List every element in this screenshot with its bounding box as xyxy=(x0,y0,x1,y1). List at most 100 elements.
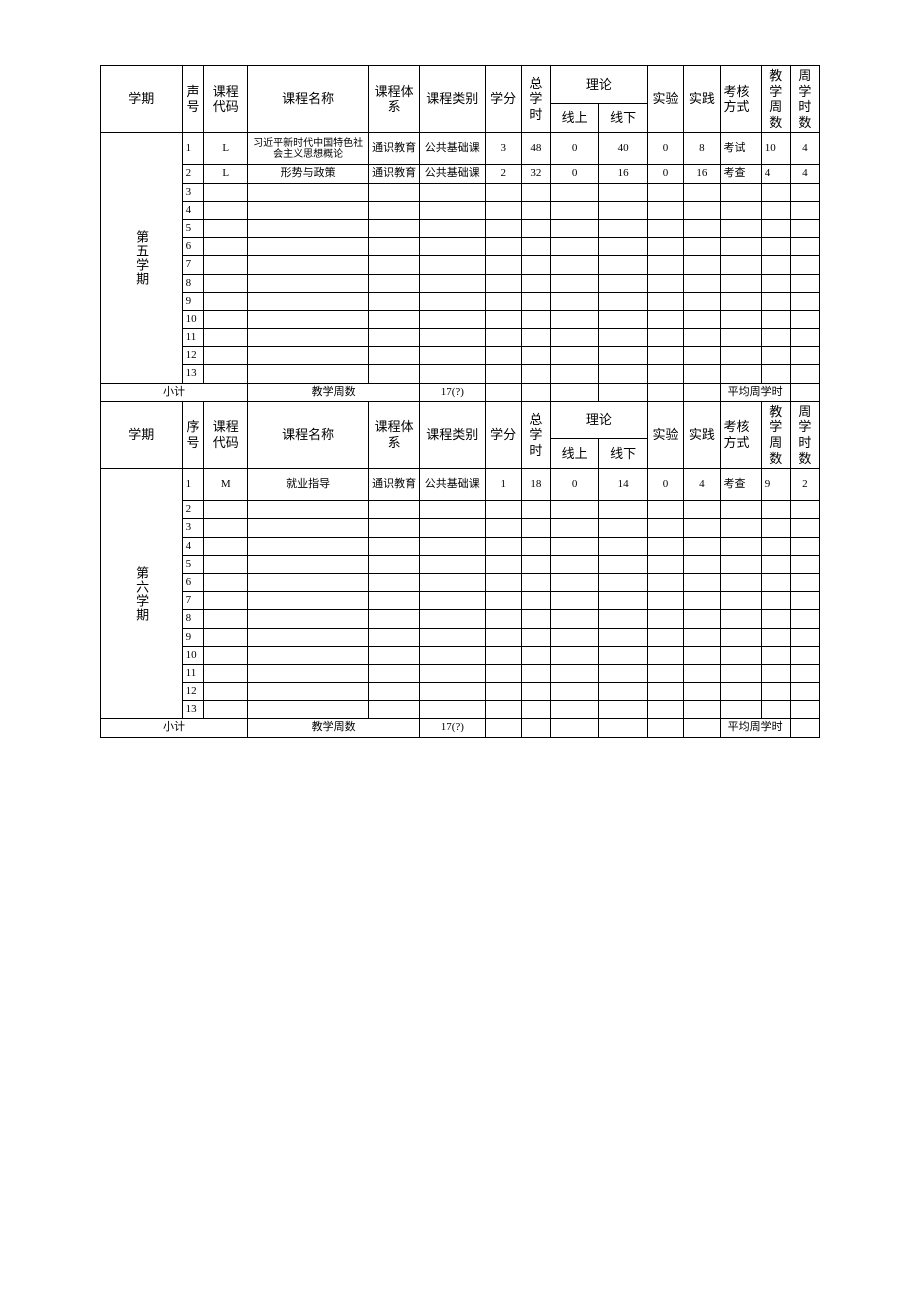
cell-practice: 16 xyxy=(684,165,720,183)
cell-code xyxy=(204,365,248,383)
table-row: 8 xyxy=(101,274,820,292)
teach-week-label: 教学周数 xyxy=(248,383,420,401)
cell-code xyxy=(204,292,248,310)
table-row: 第五学期1L习近平新时代中国特色社会主义思想概论通识教育公共基础课3480400… xyxy=(101,133,820,165)
header-theory: 理论 xyxy=(550,66,647,104)
cell-seq: 1 xyxy=(182,133,204,165)
cell-system xyxy=(369,628,420,646)
cell-system xyxy=(369,292,420,310)
cell-offline xyxy=(599,519,647,537)
cell-code xyxy=(204,219,248,237)
cell-practice xyxy=(684,537,720,555)
cell-code xyxy=(204,238,248,256)
cell-online xyxy=(550,183,598,201)
cell-code xyxy=(204,628,248,646)
cell-exam xyxy=(720,274,761,292)
cell-week-num xyxy=(761,201,790,219)
cell-practice xyxy=(684,347,720,365)
cell-type xyxy=(420,537,485,555)
cell-code xyxy=(204,683,248,701)
cell-type xyxy=(420,628,485,646)
cell-week-hours xyxy=(790,537,819,555)
cell-course-name xyxy=(248,501,369,519)
cell-seq: 9 xyxy=(182,292,204,310)
cell-system xyxy=(369,347,420,365)
header-teach-weeks: 教学周数 xyxy=(761,401,790,468)
cell-seq: 7 xyxy=(182,256,204,274)
cell-exam: 考查 xyxy=(720,165,761,183)
cell-total xyxy=(521,183,550,201)
cell-code xyxy=(204,256,248,274)
cell-offline: 16 xyxy=(599,165,647,183)
cell-code xyxy=(204,347,248,365)
cell-offline: 14 xyxy=(599,469,647,501)
cell-online xyxy=(550,701,598,719)
cell-seq: 4 xyxy=(182,537,204,555)
cell-credit xyxy=(485,646,521,664)
cell-experiment xyxy=(647,256,683,274)
cell-type: 公共基础课 xyxy=(420,165,485,183)
cell-total xyxy=(521,201,550,219)
cell-practice xyxy=(684,664,720,682)
cell-credit xyxy=(485,256,521,274)
cell-online xyxy=(550,292,598,310)
cell-seq: 11 xyxy=(182,329,204,347)
cell-seq: 13 xyxy=(182,701,204,719)
cell-week-num xyxy=(761,664,790,682)
table-row: 5 xyxy=(101,219,820,237)
cell-code: L xyxy=(204,133,248,165)
cell-experiment xyxy=(647,628,683,646)
subtotal-row: 小计教学周数17(?)平均周学时 xyxy=(101,719,820,737)
cell-system xyxy=(369,555,420,573)
cell-credit xyxy=(485,238,521,256)
cell-credit xyxy=(485,329,521,347)
cell-offline xyxy=(599,501,647,519)
cell-experiment xyxy=(647,646,683,664)
cell-total xyxy=(521,256,550,274)
cell-practice xyxy=(684,683,720,701)
cell-credit xyxy=(485,292,521,310)
cell-exam xyxy=(720,592,761,610)
cell-type xyxy=(420,292,485,310)
cell-course-name xyxy=(248,347,369,365)
cell-credit xyxy=(485,347,521,365)
cell-week-num: 4 xyxy=(761,165,790,183)
cell-exam xyxy=(720,329,761,347)
cell-online xyxy=(550,683,598,701)
cell-system xyxy=(369,310,420,328)
cell-practice xyxy=(684,365,720,383)
cell-offline xyxy=(599,201,647,219)
cell-practice xyxy=(684,329,720,347)
table-row: 11 xyxy=(101,664,820,682)
cell-week-hours xyxy=(790,219,819,237)
cell-online xyxy=(550,201,598,219)
subtotal-label: 小计 xyxy=(101,719,248,737)
cell-week-num xyxy=(761,701,790,719)
cell-system xyxy=(369,201,420,219)
header-offline: 线下 xyxy=(599,439,647,469)
cell-experiment: 0 xyxy=(647,165,683,183)
cell-type: 公共基础课 xyxy=(420,133,485,165)
header-week-hours: 周学时数 xyxy=(790,66,819,133)
cell-course-name xyxy=(248,555,369,573)
cell-offline xyxy=(599,219,647,237)
cell-online xyxy=(550,573,598,591)
cell-system xyxy=(369,610,420,628)
cell-seq: 10 xyxy=(182,310,204,328)
header-practice: 实践 xyxy=(684,66,720,133)
cell-seq: 13 xyxy=(182,365,204,383)
cell-total xyxy=(521,646,550,664)
cell-credit xyxy=(485,683,521,701)
cell-system xyxy=(369,274,420,292)
cell-experiment xyxy=(647,292,683,310)
cell-practice xyxy=(684,292,720,310)
cell-week-num xyxy=(761,537,790,555)
cell-exam xyxy=(720,238,761,256)
cell-offline xyxy=(599,238,647,256)
cell-credit: 3 xyxy=(485,133,521,165)
cell-course-name xyxy=(248,329,369,347)
table-row: 3 xyxy=(101,519,820,537)
cell-credit xyxy=(485,274,521,292)
cell-seq: 2 xyxy=(182,501,204,519)
cell-exam xyxy=(720,365,761,383)
